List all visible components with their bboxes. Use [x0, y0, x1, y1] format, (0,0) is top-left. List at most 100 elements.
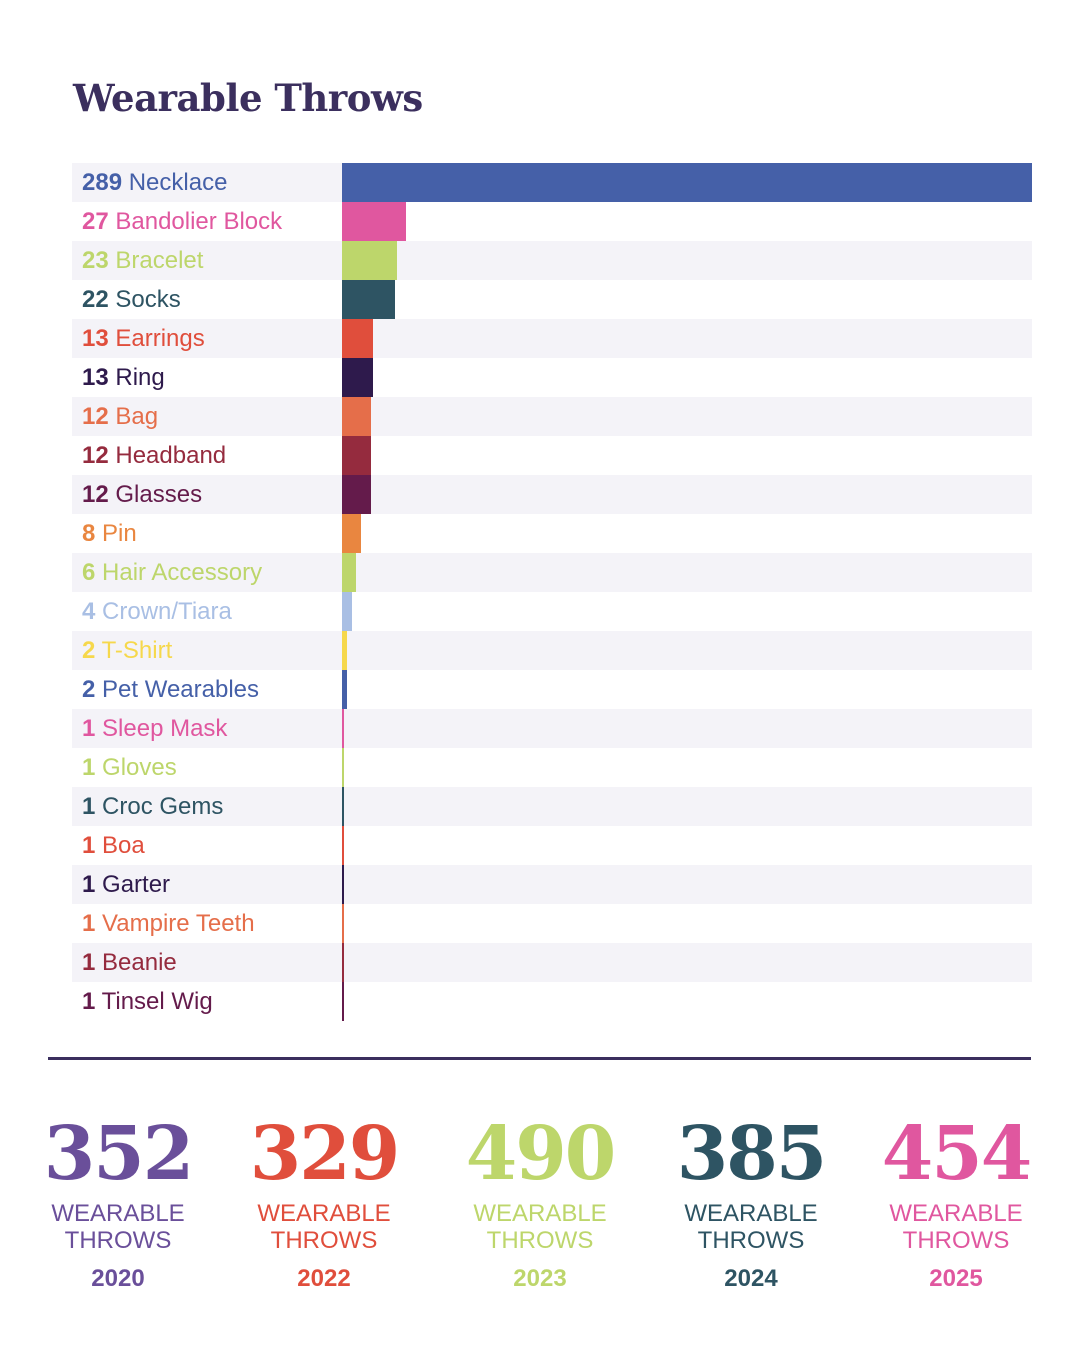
bar [342, 709, 345, 748]
chart-row: 22 Socks [72, 280, 1032, 319]
bar-label: 2 T-Shirt [82, 631, 172, 670]
chart-row: 1 Garter [72, 865, 1032, 904]
chart-title: Wearable Throws [73, 76, 423, 120]
bar-label: 12 Headband [82, 436, 226, 475]
stat-label-line2: THROWS [902, 1227, 1010, 1254]
stat-year: 2024 [724, 1265, 778, 1292]
bar [342, 475, 371, 514]
stat-year: 2022 [297, 1265, 351, 1292]
bar-category-label: Bracelet [108, 247, 204, 274]
stat-year: 2025 [929, 1265, 983, 1292]
chart-row: 13 Earrings [72, 319, 1032, 358]
bar-category-label: T-Shirt [95, 637, 173, 664]
bar-label: 1 Gloves [82, 748, 177, 787]
bar-value-label: 23 [82, 247, 109, 274]
chart-row: 1 Croc Gems [72, 787, 1032, 826]
chart-row: 1 Vampire Teeth [72, 904, 1032, 943]
stat-value: 490 [465, 1111, 616, 1197]
chart-row: 13 Ring [72, 358, 1032, 397]
stat-label-line1: WEARABLE [889, 1200, 1023, 1227]
bar-label: 13 Ring [82, 358, 165, 397]
stat-label-line2: THROWS [64, 1227, 172, 1254]
bar-value-label: 1 [82, 988, 96, 1015]
bar-value-label: 6 [82, 559, 96, 586]
bar-value-label: 1 [82, 832, 96, 859]
bar-category-label: Boa [95, 832, 145, 859]
chart-row: 12 Bag [72, 397, 1032, 436]
bar-value-label: 12 [82, 481, 109, 508]
bar-category-label: Socks [108, 286, 181, 313]
bar-category-label: Bag [108, 403, 159, 430]
bar [342, 280, 395, 319]
bar [342, 163, 1032, 202]
bar-label: 1 Garter [82, 865, 170, 904]
bar [342, 670, 347, 709]
chart-row: 289 Necklace [72, 163, 1032, 202]
bar [342, 202, 407, 241]
bar-category-label: Pet Wearables [95, 676, 259, 703]
bar-value-label: 2 [82, 676, 96, 703]
bar-category-label: Pin [95, 520, 137, 547]
bar-value-label: 13 [82, 325, 109, 352]
bar-label: 1 Boa [82, 826, 145, 865]
chart-row: 2 T-Shirt [72, 631, 1032, 670]
bar [342, 436, 371, 475]
chart-row: 1 Beanie [72, 943, 1032, 982]
stat-label-line2: THROWS [486, 1227, 594, 1254]
stat-value: 385 [676, 1111, 827, 1197]
bar-category-label: Bandolier Block [108, 208, 283, 235]
stat-2024: 385 WEARABLE THROWS 2024 [651, 1112, 851, 1294]
bar [342, 241, 397, 280]
bar-label: 6 Hair Accessory [82, 553, 262, 592]
bar-value-label: 22 [82, 286, 109, 313]
bar-category-label: Earrings [108, 325, 205, 352]
bar-chart: 289 Necklace 27 Bandolier Block 23 Bracele… [72, 163, 1032, 1021]
stat-label-line2: THROWS [270, 1227, 378, 1254]
bar-label: 4 Crown/Tiara [82, 592, 232, 631]
bar-category-label: Necklace [122, 169, 228, 196]
stat-label-line1: WEARABLE [684, 1200, 818, 1227]
bar-value-label: 4 [82, 598, 96, 625]
bar-category-label: Gloves [95, 754, 177, 781]
chart-row: 12 Glasses [72, 475, 1032, 514]
chart-row: 12 Headband [72, 436, 1032, 475]
bar-label: 1 Tinsel Wig [82, 982, 213, 1021]
bar-category-label: Tinsel Wig [95, 988, 213, 1015]
stat-value: 329 [249, 1111, 400, 1197]
yearly-stats: 352 WEARABLE THROWS 2020 329 WEARABLE TH… [18, 1112, 1062, 1302]
bar-category-label: Hair Accessory [95, 559, 263, 586]
bar-label: 27 Bandolier Block [82, 202, 282, 241]
bar [342, 553, 357, 592]
bar-category-label: Crown/Tiara [95, 598, 232, 625]
bar [342, 631, 347, 670]
chart-row: 6 Hair Accessory [72, 553, 1032, 592]
stat-2023: 490 WEARABLE THROWS 2023 [440, 1112, 640, 1294]
bar-value-label: 1 [82, 754, 96, 781]
bar-label: 12 Bag [82, 397, 158, 436]
bar-value-label: 12 [82, 403, 109, 430]
bar-label: 2 Pet Wearables [82, 670, 259, 709]
stat-value: 454 [881, 1111, 1032, 1197]
bar [342, 592, 352, 631]
stat-label-line1: WEARABLE [51, 1200, 185, 1227]
bar-label: 8 Pin [82, 514, 137, 553]
bar-value-label: 12 [82, 442, 109, 469]
bar-label: 22 Socks [82, 280, 181, 319]
chart-row: 8 Pin [72, 514, 1032, 553]
bar [342, 982, 345, 1021]
bar-label: 1 Beanie [82, 943, 177, 982]
stat-label-line1: WEARABLE [257, 1200, 391, 1227]
bar [342, 826, 345, 865]
chart-row: 1 Gloves [72, 748, 1032, 787]
bar-label: 289 Necklace [82, 163, 227, 202]
bar-value-label: 27 [82, 208, 109, 235]
bar [342, 865, 345, 904]
bar-value-label: 1 [82, 793, 96, 820]
bar-category-label: Headband [108, 442, 227, 469]
stat-2025: 454 WEARABLE THROWS 2025 [856, 1112, 1056, 1294]
stat-label-line1: WEARABLE [473, 1200, 607, 1227]
stat-year: 2020 [91, 1265, 145, 1292]
bar-category-label: Vampire Teeth [95, 910, 255, 937]
bar-category-label: Beanie [95, 949, 177, 976]
bar-category-label: Garter [95, 871, 171, 898]
